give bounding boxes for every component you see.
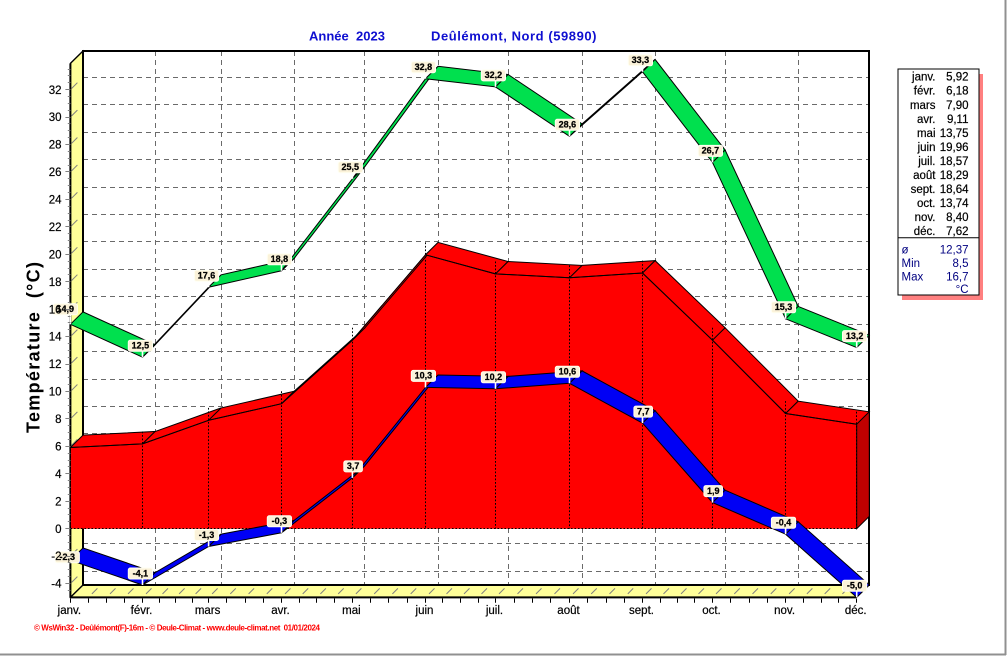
svg-text:7,62: 7,62: [946, 226, 968, 238]
svg-text:28,6: 28,6: [559, 120, 577, 130]
svg-text:oct.: oct.: [917, 198, 936, 210]
svg-text:août: août: [913, 170, 936, 182]
svg-text:12: 12: [49, 359, 62, 371]
svg-text:6,18: 6,18: [946, 86, 968, 98]
svg-text:janv.: janv.: [911, 72, 935, 84]
svg-text:-2: -2: [51, 551, 61, 563]
svg-text:sept.: sept.: [911, 184, 936, 196]
svg-text:juin: juin: [415, 605, 434, 617]
svg-text:14,9: 14,9: [57, 304, 75, 314]
svg-text:25,5: 25,5: [342, 162, 360, 172]
svg-text:18,8: 18,8: [271, 254, 289, 264]
svg-text:© WsWin32 - Deûlémont(F)-16m -: © WsWin32 - Deûlémont(F)-16m - © Deule-C…: [34, 624, 321, 633]
svg-text:-5,0: -5,0: [847, 581, 863, 591]
svg-text:8: 8: [55, 414, 61, 426]
svg-text:30: 30: [49, 112, 62, 124]
svg-text:28: 28: [49, 140, 62, 152]
svg-text:26: 26: [49, 167, 62, 179]
svg-text:Deûlémont, Nord (59890): Deûlémont, Nord (59890): [431, 29, 597, 44]
svg-text:-4: -4: [51, 579, 62, 591]
svg-text:déc.: déc.: [914, 226, 936, 238]
svg-text:août: août: [557, 605, 580, 617]
svg-text:-0,4: -0,4: [776, 518, 792, 528]
svg-text:4: 4: [55, 469, 62, 481]
svg-text:oct.: oct.: [702, 605, 721, 617]
svg-text:22: 22: [49, 222, 62, 234]
svg-text:16,7: 16,7: [946, 272, 968, 284]
svg-text:10,6: 10,6: [559, 367, 577, 377]
svg-text:-0,3: -0,3: [272, 516, 288, 526]
svg-text:13,75: 13,75: [940, 128, 969, 140]
svg-text:sept.: sept.: [629, 605, 654, 617]
svg-text:Min: Min: [902, 258, 921, 270]
svg-text:14: 14: [49, 332, 62, 344]
svg-text:2: 2: [55, 496, 61, 508]
svg-text:18,64: 18,64: [940, 184, 969, 196]
svg-text:mai: mai: [342, 605, 361, 617]
svg-text:18,29: 18,29: [940, 170, 969, 182]
svg-text:12,37: 12,37: [940, 245, 969, 257]
svg-text:Max: Max: [902, 272, 924, 284]
svg-text:Température (°C): Température (°C): [24, 262, 44, 433]
svg-text:ø: ø: [902, 245, 909, 257]
svg-text:5,92: 5,92: [946, 72, 968, 84]
svg-text:mars: mars: [910, 100, 936, 112]
svg-text:avr.: avr.: [271, 605, 290, 617]
svg-text:15,3: 15,3: [775, 302, 793, 312]
svg-text:nov.: nov.: [915, 212, 936, 224]
svg-text:32: 32: [49, 85, 62, 97]
svg-text:7,7: 7,7: [637, 406, 650, 416]
svg-text:9,11: 9,11: [947, 114, 969, 126]
svg-text:8,40: 8,40: [946, 212, 968, 224]
svg-text:10: 10: [49, 387, 62, 399]
svg-text:24: 24: [49, 195, 62, 207]
svg-text:7,90: 7,90: [946, 100, 968, 112]
svg-text:8,5: 8,5: [953, 258, 969, 270]
svg-text:janv.: janv.: [57, 605, 81, 617]
svg-text:18,57: 18,57: [940, 156, 969, 168]
svg-text:13,74: 13,74: [940, 198, 969, 210]
svg-text:juil.: juil.: [485, 605, 503, 617]
svg-text:mars: mars: [195, 605, 221, 617]
svg-text:3,7: 3,7: [347, 461, 360, 471]
svg-text:17,6: 17,6: [198, 271, 216, 281]
svg-text:10,3: 10,3: [415, 371, 433, 381]
svg-text:-1,3: -1,3: [199, 530, 215, 540]
svg-text:13,2: 13,2: [846, 331, 864, 341]
svg-text:févr.: févr.: [914, 86, 936, 98]
svg-text:avr.: avr.: [917, 114, 936, 126]
svg-text:0: 0: [55, 524, 61, 536]
svg-text:18: 18: [49, 277, 62, 289]
svg-text:32,2: 32,2: [485, 70, 503, 80]
svg-text:juin: juin: [917, 142, 936, 154]
svg-text:juil.: juil.: [917, 156, 935, 168]
svg-text:12,5: 12,5: [132, 341, 150, 351]
svg-text:-2,3: -2,3: [60, 552, 76, 562]
svg-text:19,96: 19,96: [940, 142, 969, 154]
svg-text:32,8: 32,8: [415, 62, 433, 72]
svg-text:33,3: 33,3: [632, 55, 650, 65]
svg-text:déc.: déc.: [845, 605, 867, 617]
svg-text:16: 16: [49, 304, 62, 316]
svg-text:mai: mai: [917, 128, 936, 140]
svg-text:°C: °C: [956, 284, 969, 296]
svg-text:20: 20: [49, 249, 62, 261]
svg-text:6: 6: [55, 442, 61, 454]
svg-text:févr.: févr.: [131, 605, 153, 617]
svg-text:-4,1: -4,1: [133, 568, 149, 578]
svg-text:Année 2023: Année 2023: [309, 29, 385, 44]
svg-text:10,2: 10,2: [485, 372, 503, 382]
svg-text:1,9: 1,9: [707, 486, 720, 496]
svg-text:26,7: 26,7: [702, 146, 720, 156]
svg-text:nov.: nov.: [774, 605, 795, 617]
